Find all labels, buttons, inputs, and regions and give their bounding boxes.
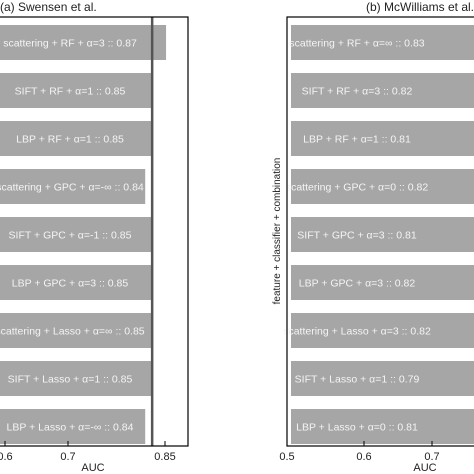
panel-a-bar	[0, 73, 153, 108]
panel-a-bar	[0, 121, 153, 156]
panel-a-bar-label: LBP + RF + α=1 :: 0.85	[16, 134, 124, 146]
panel-b-bar-label: LBP + GPC + α=3 :: 0.82	[299, 278, 416, 290]
panel-b-bar	[291, 361, 474, 396]
panel-b-bar-label: scattering + Lasso + α=3 :: 0.82	[283, 326, 431, 338]
panel-a-x-tick-label: 0.6	[0, 451, 13, 463]
panel-a-x-tick-label: 0.85	[154, 451, 175, 463]
panel-a-bar-label: SIFT + Lasso + α=1 :: 0.85	[8, 374, 133, 386]
panel-a-bar	[0, 265, 153, 300]
panel-a-x-tick-label: 0.7	[60, 451, 75, 463]
panel-a-bar-label: SIFT + GPC + α=-1 :: 0.85	[9, 230, 132, 242]
panel-b-frame	[286, 16, 474, 447]
panel-a-bar	[0, 361, 153, 396]
panel-b-bar	[291, 409, 474, 444]
panel-a-bar-label: scattering + GPC + α=-∞ :: 0.84	[0, 182, 144, 194]
panel-b-bar-label: LBP + Lasso + α=0 :: 0.81	[296, 422, 418, 434]
panel-b-y-axis-label: feature + classifier + combination	[272, 158, 283, 305]
panel-a-bar-label: scattering + RF + α=3 :: 0.87	[3, 38, 137, 50]
panel-b-bar-label: SIFT + RF + α=3 :: 0.82	[302, 86, 413, 98]
panel-b-bar	[291, 217, 474, 252]
panel-b-bar-label: SIFT + Lasso + α=1 :: 0.79	[295, 374, 420, 386]
panel-a-bar	[0, 217, 153, 252]
panel-b-x-tick-label: 0.7	[424, 451, 439, 463]
panel-a-bar	[0, 313, 153, 348]
panel-b-x-tick-label: 0.5	[279, 451, 294, 463]
panel-a-frame	[0, 16, 189, 447]
panel-a-title: (a) Swensen et al.	[0, 0, 97, 14]
panel-b-bar-label: SIFT + GPC + α=3 :: 0.81	[297, 230, 417, 242]
panel-a-bar-label: LBP + GPC + α=3 :: 0.85	[12, 278, 129, 290]
panel-a-bar	[0, 409, 146, 444]
panel-a-bar-label: SIFT + RF + α=1 :: 0.85	[15, 86, 126, 98]
panel-a-bar	[0, 25, 167, 60]
panel-a-x-ticks: 0.6 0.7 0.85	[0, 441, 176, 463]
panel-b-bar-label: scattering + RF + α=∞ :: 0.83	[289, 38, 424, 50]
panel-b-bar	[291, 265, 474, 300]
panel-b-bar	[291, 313, 474, 348]
panel-a: (a) Swensen et al. scattering + RF + α=3…	[0, 0, 189, 474]
panel-b-bar	[291, 121, 474, 156]
panel-b-x-ticks: 0.50.60.70.8	[279, 441, 440, 463]
panel-a-x-axis-label: AUC	[81, 462, 104, 474]
panel-b-x-axis-label: AUC	[413, 462, 436, 474]
panel-b: (b) McWilliams et al. feature + classifi…	[272, 0, 474, 474]
panel-b-bar-label: scattering + GPC + α=0 :: 0.82	[286, 182, 429, 194]
panel-b-title: (b) McWilliams et al.	[366, 0, 474, 14]
panel-b-bar	[291, 73, 474, 108]
panel-b-bar	[291, 25, 474, 60]
panel-b-bar	[291, 169, 474, 204]
panel-a-bar-label: LBP + Lasso + α=-∞ :: 0.84	[7, 422, 134, 434]
panel-a-bar	[0, 169, 146, 204]
panel-b-x-tick-label: 0.6	[356, 451, 371, 463]
panel-b-bar-label: LBP + RF + α=1 :: 0.81	[303, 134, 411, 146]
panel-a-bar-label: scattering + Lasso + α=∞ :: 0.85	[0, 326, 145, 338]
